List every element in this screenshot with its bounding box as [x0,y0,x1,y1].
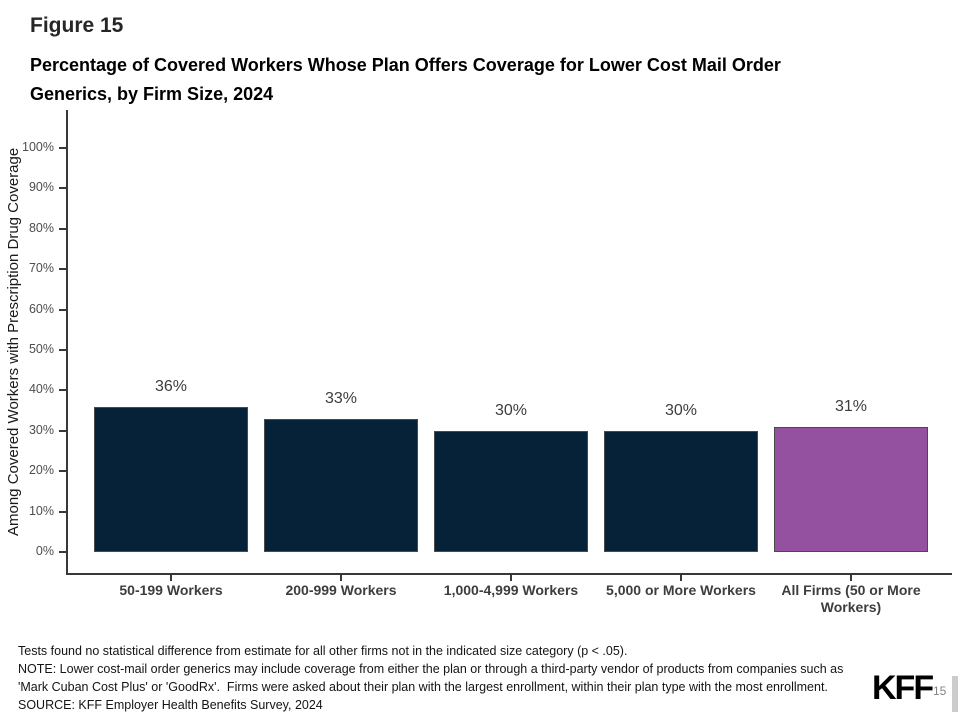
bar [434,430,588,552]
y-tick-label: 20% [28,463,54,478]
bar-value-label: 33% [324,389,358,407]
bar-value-label: 30% [494,401,528,419]
chart-title-line-2: Generics, by Firm Size, 2024 [30,84,274,104]
y-tick-label: 40% [28,382,54,397]
bar-value-label: 30% [664,401,698,419]
x-tick [680,575,682,581]
chart-title: Percentage of Covered Workers Whose Plan… [30,51,930,109]
x-category-label: 50-199 Workers [119,582,223,598]
x-tick [510,575,512,581]
bar [774,426,928,552]
y-tick [59,389,66,392]
page-number: 15 [933,684,947,698]
note-line-source: SOURCE: KFF Employer Health Benefits Sur… [18,698,323,712]
x-tick [340,575,342,581]
y-tick-label: 100% [22,140,54,154]
plot-panel: 0% 10% 20% 30% 40% 50% 60% 70% 80% 90% 100% 36% 50-1… [22,110,952,615]
y-tick [59,187,66,190]
right-edge-artifact [952,676,958,712]
bar [94,406,248,552]
y-tick [59,147,66,149]
y-tick [59,308,66,311]
y-tick-label: 10% [28,503,54,518]
y-tick-label: 30% [28,422,54,437]
notes-block: Tests found no statistical difference fr… [18,642,843,714]
y-tick [59,510,66,513]
y-tick [59,429,66,432]
bar [604,430,758,552]
y-tick-label: 60% [28,301,54,316]
bar-value-label: 31% [834,397,868,415]
y-tick [59,227,66,230]
chart-title-line-1: Percentage of Covered Workers Whose Plan… [30,55,781,75]
y-tick-label: 80% [28,220,54,235]
x-category-label: 1,000-4,999 Workers [443,582,579,598]
y-tick-label: 50% [28,342,54,356]
kff-logo: KFF [872,669,934,707]
note-line-tests: Tests found no statistical difference fr… [18,644,628,658]
bar-value-label: 36% [154,377,188,395]
x-category-label: All Firms (50 or More Workers) [781,582,921,615]
x-category-label: 200-999 Workers [285,582,397,598]
y-tick-label: 0% [35,544,54,558]
y-tick [59,268,66,271]
y-tick [59,551,66,553]
y-tick-label: 70% [28,261,54,276]
x-tick [850,575,852,581]
note-line-note-2: 'Mark Cuban Cost Plus' or 'GoodRx'. Firm… [18,680,828,694]
note-line-note: NOTE: Lower cost-mail order generics may… [18,662,844,676]
y-tick [59,349,66,351]
x-category-label: 5,000 or More Workers [606,582,756,598]
figure-label: Figure 15 [30,14,124,37]
x-tick [170,575,172,581]
bar [264,418,418,552]
y-tick [59,470,66,473]
y-tick-label: 90% [28,180,54,195]
